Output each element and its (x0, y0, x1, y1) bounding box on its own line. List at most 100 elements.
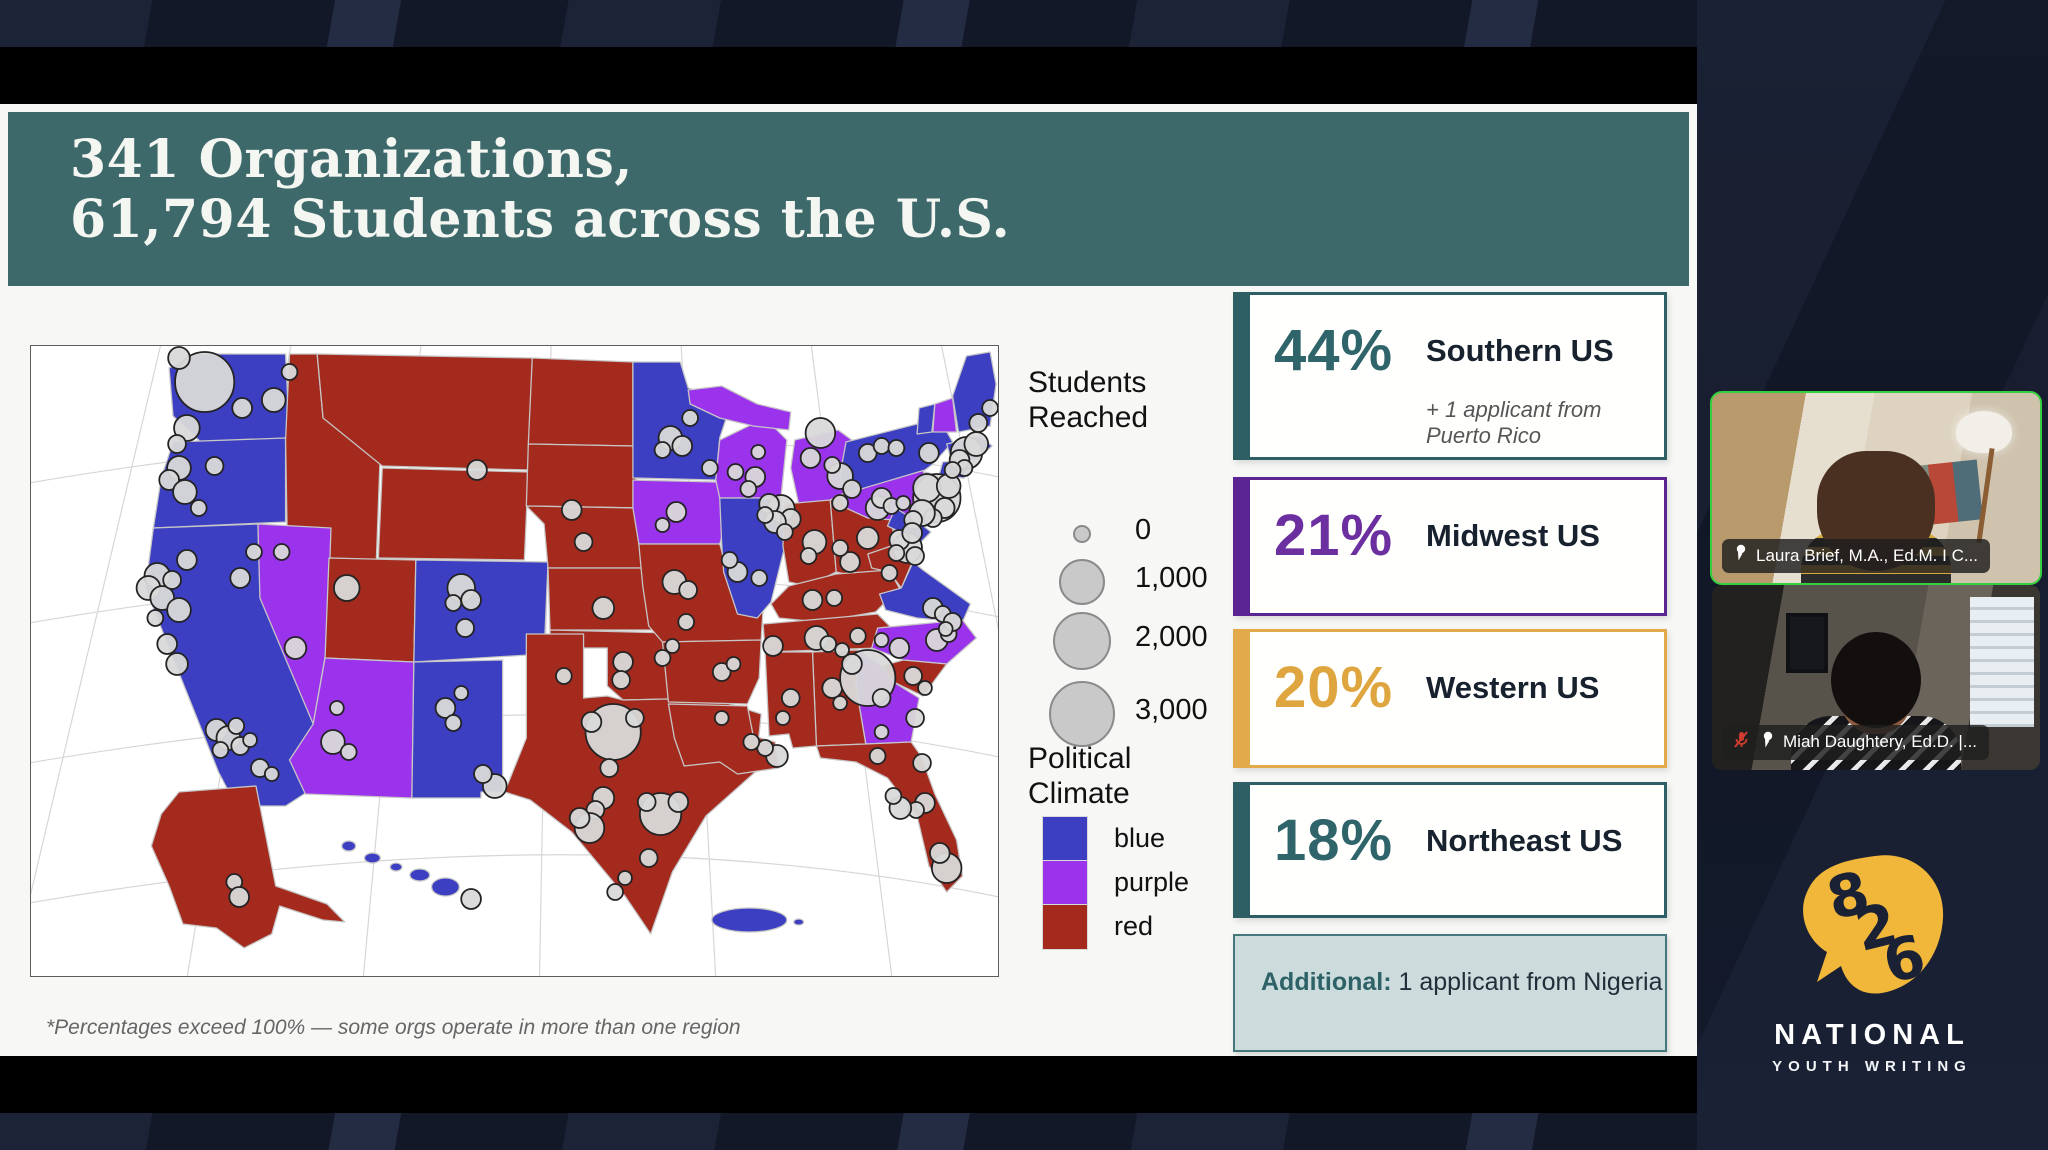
map-bubble (776, 523, 794, 541)
additional-label: Additional: (1261, 968, 1392, 996)
size-legend-label: 3,000 (1135, 694, 1208, 726)
bubbles-layer (135, 346, 998, 910)
map-bubble (611, 670, 631, 690)
map-bubble (671, 435, 694, 457)
map-bubble (831, 494, 849, 512)
climate-label: purple (1114, 867, 1190, 897)
map-bubble (606, 883, 624, 901)
map-bubble (333, 574, 361, 602)
map-bubble (444, 594, 463, 612)
map-bubble (473, 764, 493, 784)
state-MT (316, 353, 533, 471)
size-legend-title-line2: Reached (1028, 400, 1149, 434)
map-bubble (242, 732, 258, 748)
map-bubble (329, 700, 345, 716)
size-legend-circle (1049, 681, 1115, 747)
map-bubble (263, 766, 280, 782)
map-bubble (937, 621, 954, 637)
map-bubble (156, 633, 178, 655)
letterbox-bottom (0, 1056, 1697, 1113)
climate-swatch-blue (1042, 816, 1088, 862)
map-bubble (261, 387, 287, 413)
map-bubble (905, 708, 925, 728)
state-AR (661, 639, 762, 705)
map-bubble (636, 792, 657, 812)
map-bubble (725, 656, 742, 672)
map-bubble (871, 688, 892, 708)
map-bubble (917, 680, 933, 696)
state-MI_UP (687, 385, 792, 431)
map-bubble (963, 431, 990, 457)
map-bubble (801, 589, 824, 611)
map-bubble (841, 653, 863, 675)
stat-percent: 20% (1274, 655, 1394, 720)
map-bubble (172, 479, 198, 505)
map-bubble (880, 564, 899, 582)
presentation-slide: 341 Organizations, 61,794 Students acros… (0, 104, 1697, 1056)
screen-share-region: 341 Organizations, 61,794 Students acros… (0, 47, 1697, 1113)
map-bubble (895, 495, 912, 511)
map-bubble (204, 456, 225, 476)
climate-legend-item: purple (1042, 860, 1252, 906)
participant-video-1[interactable]: Laura Brief, M.A., Ed.M. I C... (1710, 391, 2042, 585)
participant-name-tag: Miah Daughtery, Ed.D. |... (1722, 725, 1990, 760)
pin-icon (1732, 544, 1748, 567)
map-bubble (453, 685, 470, 701)
826-national-logo: 8 2 6 NATIONAL YOUTH WRITING (1772, 852, 1972, 1075)
map-bubble (903, 666, 923, 686)
map-bubble (678, 580, 698, 600)
map-bubble (677, 613, 695, 631)
map-bubble (228, 886, 250, 908)
map-bubble (832, 695, 848, 711)
map-bubble (943, 461, 962, 479)
map-bubble (831, 539, 849, 557)
participant-video-2[interactable]: Miah Daughtery, Ed.D. |... (1712, 585, 2040, 770)
stat-card-accent (1233, 629, 1250, 768)
state-WY (377, 467, 529, 561)
climate-label: blue (1114, 823, 1166, 853)
stat-percent: 21% (1274, 503, 1394, 568)
map-bubble (711, 662, 732, 682)
stat-card-western-us: 20% Western US (1233, 629, 1667, 768)
map-bubble (901, 522, 923, 544)
map-bubble (162, 570, 182, 590)
map-bubble (667, 791, 690, 813)
stat-card-midwest-us: 21% Midwest US (1233, 477, 1667, 616)
map-bubble (189, 499, 208, 517)
stat-percent: 18% (1274, 808, 1394, 873)
state-AK (150, 785, 346, 949)
state-FL (815, 741, 964, 893)
map-bubble (713, 710, 730, 726)
stat-label: Southern US (1426, 333, 1614, 368)
map-bubble (873, 632, 890, 648)
826-logo-mark: 8 2 6 (1803, 855, 1944, 997)
state-PR-1 (793, 918, 805, 926)
map-bubble (726, 463, 745, 481)
map-bubble (460, 888, 482, 910)
map-bubble (653, 441, 672, 459)
logo-line2: YOUTH WRITING (1772, 1058, 1972, 1075)
state-NH (932, 397, 958, 433)
map-bubble (654, 517, 671, 533)
map-bubble (681, 409, 699, 427)
map-bubble (173, 414, 201, 442)
map-bubble (625, 708, 645, 728)
stat-note: + 1 applicant from Puerto Rico (1426, 397, 1602, 448)
map-bubble (165, 652, 189, 676)
map-bubble (166, 597, 192, 623)
map-bubble (444, 714, 463, 732)
map-bubble (280, 363, 299, 381)
size-legend-label: 0 (1135, 514, 1152, 546)
map-bubble (555, 667, 573, 685)
us-map-chart (30, 345, 999, 977)
climate-legend-title-line2: Climate (1028, 776, 1130, 810)
map-bubble (560, 499, 583, 521)
map-bubble (750, 569, 768, 587)
map-bubble (167, 346, 191, 370)
students-reached-legend: Students Reached 0 1,000 2,000 3,000 (1028, 366, 1218, 747)
map-bubble (339, 743, 358, 761)
stat-percent: 44% (1274, 318, 1394, 383)
map-bubble (750, 444, 767, 460)
stat-card-northeast-us: 18% Northeast US (1233, 782, 1667, 918)
